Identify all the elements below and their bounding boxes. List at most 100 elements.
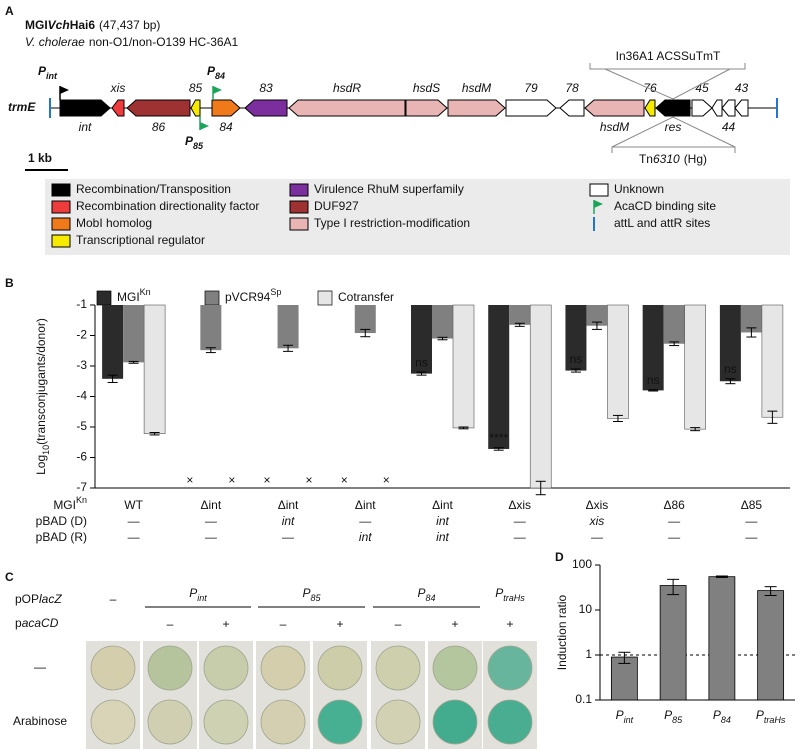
bar xyxy=(740,305,762,333)
row-label: pBAD (D) xyxy=(36,514,87,528)
row-value: — xyxy=(127,514,141,528)
promoter-flag xyxy=(213,86,222,94)
bar xyxy=(565,305,587,371)
row-label: pBAD (R) xyxy=(36,530,87,544)
legend-swatch xyxy=(51,200,71,214)
promoter-label-part: int xyxy=(46,71,58,81)
promoter-label-part: P xyxy=(185,134,194,148)
row-value: — xyxy=(281,530,295,544)
row-value: — xyxy=(744,514,758,528)
x-tick-label: Δint xyxy=(355,498,376,512)
colony-spot xyxy=(317,699,363,745)
y-tick-label: -7 xyxy=(76,480,87,494)
legend-box xyxy=(45,179,790,255)
gene-label: 79 xyxy=(524,81,538,95)
gene-label: 45 xyxy=(695,81,709,95)
promoter-header-part: P xyxy=(189,586,197,600)
missing-marker: × xyxy=(186,473,193,487)
legend-swatch xyxy=(51,217,71,231)
x-tick-label: Pint xyxy=(616,708,634,725)
legend-label: Virulence RhuM superfamily xyxy=(314,182,464,196)
y-axis-label-part: Log xyxy=(34,455,48,475)
row-value: — xyxy=(127,530,141,544)
bar xyxy=(663,305,685,344)
legend-label: DUF927 xyxy=(314,199,359,213)
transposon-label-part: 6310 xyxy=(653,152,680,166)
gene-arrow xyxy=(644,99,656,117)
promoter-flag xyxy=(200,122,209,130)
significance: ns xyxy=(724,362,737,376)
aca-state: – xyxy=(395,617,402,631)
promoter-header-part: P xyxy=(417,586,425,600)
x-tick-label: Δint xyxy=(200,498,221,512)
x-tick-label-part: P xyxy=(756,708,764,722)
legend-label: attL and attR sites xyxy=(614,216,710,230)
gene-label: 78 xyxy=(565,81,579,95)
row-value: — xyxy=(744,530,758,544)
strain-row-label-part: MGI xyxy=(53,498,76,512)
legend-label-part: MGI xyxy=(117,290,140,304)
gene-arrow xyxy=(190,99,201,117)
row-value: — xyxy=(358,514,372,528)
gene-arrow xyxy=(505,99,557,117)
colony-spot xyxy=(260,699,306,745)
bar xyxy=(509,305,531,325)
legend-swatch xyxy=(594,200,603,208)
reporter-label-part: lacZ xyxy=(39,592,62,606)
legend-label: Recombination directionality factor xyxy=(76,199,259,213)
bar xyxy=(432,305,453,339)
colony-spot xyxy=(90,645,136,691)
x-tick-label: Δint xyxy=(278,498,299,512)
promoter-header-part: traHs xyxy=(503,593,525,603)
row-value: int xyxy=(436,514,449,528)
column-header: – xyxy=(110,592,117,606)
insertion-lines xyxy=(611,116,736,148)
row-value: int xyxy=(359,530,372,544)
x-tick-label-part: P xyxy=(664,708,672,722)
gene-label: xis xyxy=(110,81,126,95)
panel-label: B xyxy=(5,276,14,290)
significance: **** xyxy=(489,431,508,445)
reporter-label-part: pOP xyxy=(15,592,39,606)
insertion-bracket xyxy=(611,146,736,153)
bar xyxy=(354,305,376,334)
gene-label: int xyxy=(79,120,92,134)
colony-spot xyxy=(317,645,363,691)
missing-marker: × xyxy=(228,473,235,487)
promoter-header-part: 84 xyxy=(426,593,436,603)
gene-label: 43 xyxy=(735,81,749,95)
gene-arrow xyxy=(447,99,506,117)
promoter-header-part: 85 xyxy=(311,593,322,603)
gene-label: 85 xyxy=(189,81,203,95)
legend-swatch xyxy=(289,217,309,231)
promoter-label-part: 84 xyxy=(215,71,225,81)
transposon-label-part: Tn xyxy=(639,152,653,166)
y-tick-label: -4 xyxy=(76,389,87,403)
colony-spot xyxy=(432,645,478,691)
colony-spot xyxy=(432,699,478,745)
bar xyxy=(143,304,166,435)
missing-marker: × xyxy=(306,473,313,487)
colony-spot xyxy=(90,699,136,745)
aca-state: + xyxy=(451,617,458,631)
legend-swatch xyxy=(589,183,609,197)
x-tick-label-part: 85 xyxy=(672,715,683,725)
flank-gene: trmE xyxy=(8,100,36,114)
promoter-label: P84 xyxy=(207,64,225,81)
legend-label-part: pVCR94 xyxy=(225,290,271,304)
y-tick-label: 0.1 xyxy=(575,692,592,706)
legend-swatch xyxy=(96,290,112,306)
activator-label: pacaCD xyxy=(15,616,59,630)
x-tick-label: P84 xyxy=(713,708,731,725)
legend-label: Recombination/Transposition xyxy=(76,182,231,196)
row-value: — xyxy=(513,530,527,544)
island-title-part: Vch xyxy=(48,18,70,32)
gene-arrow xyxy=(734,99,749,117)
row-value: xis xyxy=(589,514,605,528)
gene-arrow xyxy=(655,99,691,117)
colony-spot xyxy=(147,699,193,745)
condition-label: Arabinose xyxy=(13,714,67,728)
x-tick-label: P85 xyxy=(664,708,683,725)
y-axis-label-part: 10 xyxy=(41,445,51,455)
